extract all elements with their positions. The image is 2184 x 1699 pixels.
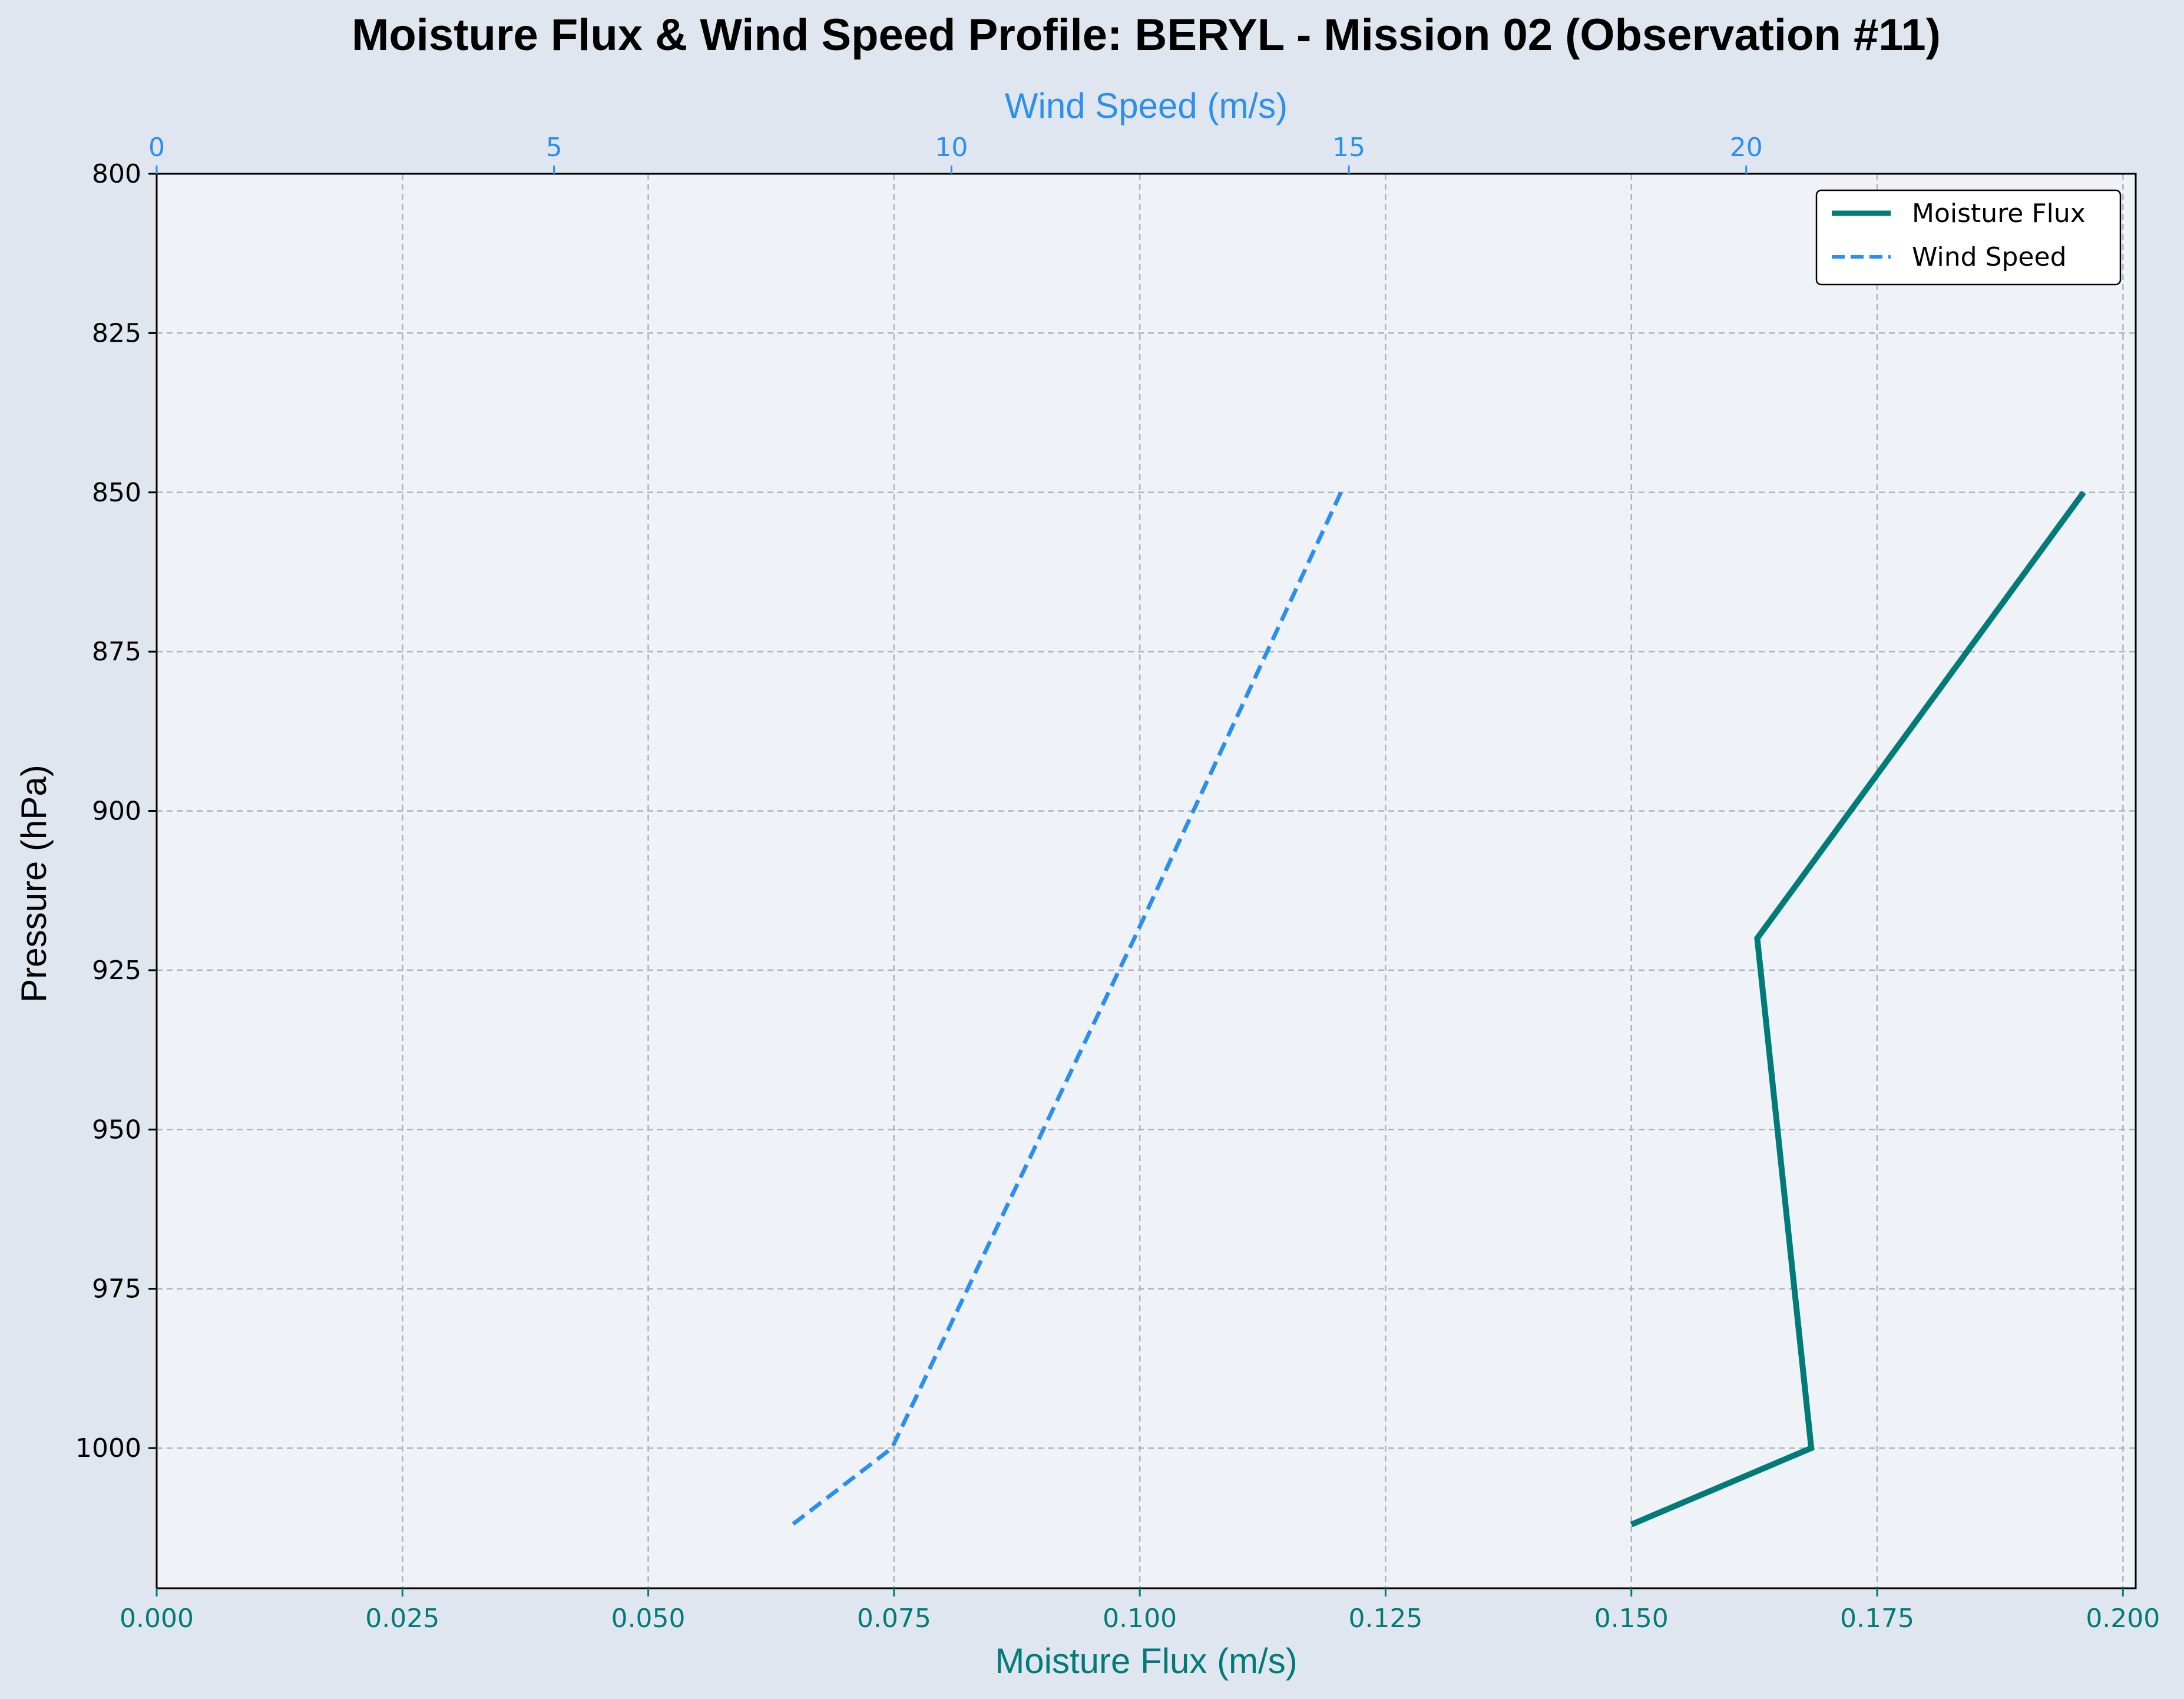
legend-label-wind-speed: Wind Speed: [1912, 242, 2067, 272]
y-tick-label: 800: [92, 159, 141, 189]
x-bottom-tick-label: 0.200: [2086, 1604, 2160, 1634]
plot-area: [157, 174, 2136, 1588]
y-axis-label: Pressure (hPa): [14, 765, 54, 1002]
x-top-tick-label: 20: [1730, 133, 1763, 163]
x-top-tick-label: 10: [935, 133, 968, 163]
y-tick-label: 975: [92, 1274, 141, 1304]
legend-box: [1815, 189, 2122, 286]
x-top-tick-label: 0: [148, 133, 165, 163]
top-axis-label: Wind Speed (m/s): [1005, 86, 1288, 125]
plot-frame: [155, 173, 2137, 1589]
y-tick-label: 1000: [75, 1433, 141, 1463]
y-tick-label: 825: [92, 318, 141, 348]
legend: Moisture Flux Wind Speed: [1815, 189, 2122, 286]
y-tick-label: 875: [92, 637, 141, 667]
y-tick-label: 925: [92, 956, 141, 986]
axes: 800 825 850 875 900 925 950 975 1000 0.000 0.025 0.…: [75, 133, 2160, 1634]
x-bottom-tick-label: 0.075: [857, 1604, 931, 1634]
x-bottom-tick-label: 0.000: [120, 1604, 194, 1634]
bottom-axis-label: Moisture Flux (m/s): [995, 1641, 1297, 1681]
x-top-tick-label: 5: [546, 133, 562, 163]
x-bottom-tick-label: 0.125: [1348, 1604, 1422, 1634]
x-bottom-tick-label: 0.050: [611, 1604, 686, 1634]
y-tick-label: 950: [92, 1115, 141, 1145]
x-bottom-tick-label: 0.100: [1103, 1604, 1177, 1634]
x-top-tick-label: 15: [1332, 133, 1365, 163]
series-line-wind-speed: [791, 491, 1343, 1526]
x-bottom-tick-label: 0.150: [1594, 1604, 1669, 1634]
x-bottom-tick-label: 0.025: [365, 1604, 439, 1634]
data-series: [791, 490, 2086, 1528]
chart-title: Moisture Flux & Wind Speed Profile: BERY…: [352, 10, 1941, 60]
y-tick-label: 850: [92, 478, 141, 508]
y-tick-label: 900: [92, 796, 141, 827]
series-line-moisture-flux: [1630, 490, 2086, 1528]
legend-label-moisture-flux: Moisture Flux: [1912, 199, 2086, 229]
x-bottom-tick-label: 0.175: [1840, 1604, 1914, 1634]
